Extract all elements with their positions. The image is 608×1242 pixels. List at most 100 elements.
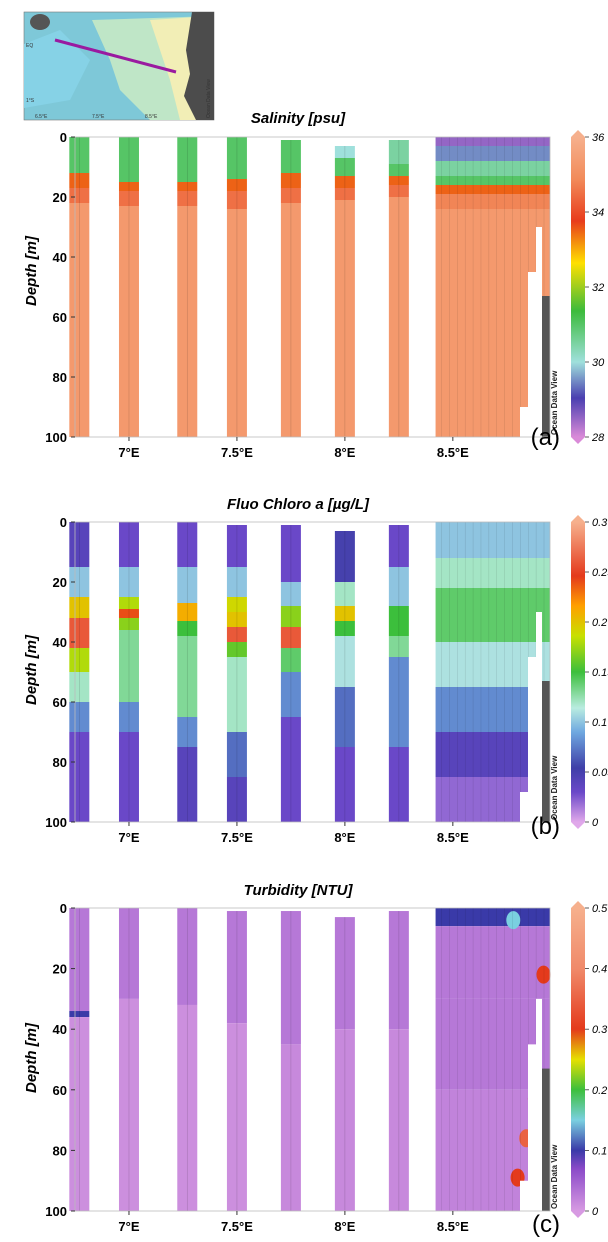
colorbar-tick-label: 36 <box>592 132 605 144</box>
profile-segment <box>334 158 355 176</box>
profile-segment <box>388 164 409 176</box>
profile-segment <box>334 917 355 1030</box>
profile-segment <box>226 597 247 612</box>
profile-segment <box>280 188 301 203</box>
colorbar-tick-label: 0.25 <box>592 567 608 579</box>
profile-segment <box>280 627 301 648</box>
y-tick-label: 60 <box>53 695 67 710</box>
profile-segment <box>226 567 247 597</box>
panel-salinity: Salinity [psu] Depth [m] Ocean Data View… <box>23 110 605 460</box>
profile-segment <box>388 197 409 437</box>
station-profile <box>226 137 247 437</box>
map-watermark: Ocean Data View <box>206 79 212 118</box>
y-tick-label: 100 <box>45 430 67 445</box>
x-tick-label: 8°E <box>334 445 355 460</box>
plot-frame <box>74 907 551 1212</box>
profile-segment <box>69 522 90 567</box>
odv-watermark: Ocean Data View <box>550 370 559 435</box>
profile-segment <box>118 908 139 999</box>
section-layer <box>435 146 550 161</box>
profile-segment <box>69 1017 90 1211</box>
plot-area: Ocean Data View <box>69 137 559 437</box>
panel-label: (b) <box>531 813 560 840</box>
profile-segment <box>334 621 355 636</box>
profile-segment <box>118 206 139 437</box>
colorbar-cap-top <box>571 901 585 908</box>
colorbar <box>571 908 585 1211</box>
panel-turbidity: Turbidity [NTU] Depth [m] Ocean Data Vie… <box>23 882 608 1238</box>
profile-segment <box>69 672 90 702</box>
profile-segment <box>118 702 139 732</box>
axis-ticks: 0 20 40 60 80 100 7°E 7.5°E 8°E 8.5°E <box>45 515 469 845</box>
profile-segment <box>118 998 139 1211</box>
profile-segment <box>177 621 198 636</box>
station-profile <box>334 531 355 822</box>
colorbar-tick-label: 0.5 <box>592 903 608 915</box>
plot-frame <box>74 136 551 438</box>
panel-title: Fluo Chloro a [µg/L] <box>227 496 370 513</box>
colorbar <box>571 137 585 437</box>
colorbar-tick-label: 0.1 <box>592 717 607 729</box>
colorbar-cap-top <box>571 515 585 522</box>
profile-segment <box>280 203 301 437</box>
x-tick-label: 8°E <box>334 1219 355 1234</box>
profile-segment <box>280 173 301 188</box>
profile-segment <box>388 525 409 567</box>
colorbar-tick-label: 0.2 <box>592 1085 607 1097</box>
panel-label: (a) <box>531 424 560 451</box>
station-profile <box>388 525 409 822</box>
profile-segment <box>226 732 247 777</box>
map-lon-85: 8.5°E <box>145 114 158 120</box>
profile-segment <box>226 179 247 191</box>
map-lon-75: 7.5°E <box>92 114 105 120</box>
profile-segment <box>118 597 139 609</box>
profile-segment <box>226 642 247 657</box>
colorbar-tick-label: 0.4 <box>592 964 607 976</box>
profile-segment <box>69 567 90 597</box>
colorbar-ticks: 0.3 0.25 0.2 0.15 0.1 0.05 0 <box>585 517 608 829</box>
y-tick-label: 0 <box>60 515 67 530</box>
profile-segment <box>334 687 355 747</box>
map-transect <box>54 38 177 74</box>
station-profile <box>118 522 139 822</box>
station-profile <box>280 525 301 822</box>
profile-segment <box>118 630 139 702</box>
station-profile <box>280 140 301 437</box>
profile-segment <box>280 582 301 606</box>
colorbar-tick-label: 0 <box>592 1206 599 1218</box>
profile-segment <box>388 657 409 747</box>
profile-segment <box>334 146 355 158</box>
profile-segment <box>118 609 139 618</box>
colorbar-ticks: 0.5 0.4 0.3 0.2 0.1 0 <box>585 903 608 1218</box>
profile-segment <box>388 185 409 197</box>
seafloor-blank <box>520 998 542 1211</box>
station-profile <box>388 140 409 437</box>
profile-segment <box>177 137 198 182</box>
land-bar <box>542 296 550 437</box>
colorbar-tick-label: 30 <box>592 357 605 369</box>
y-axis-label: Depth [m] <box>23 1022 40 1093</box>
profile-segment <box>388 140 409 164</box>
colorbar-cap-bottom <box>571 437 585 444</box>
seafloor-blank <box>520 612 542 822</box>
profile-segment <box>69 137 90 173</box>
station-profile <box>177 908 198 1211</box>
panel-chlorophyll: Fluo Chloro a [µg/L] Depth [m] Ocean Dat… <box>23 496 608 845</box>
profile-segment <box>118 522 139 567</box>
profile-segment <box>280 1044 301 1211</box>
odv-watermark: Ocean Data View <box>550 1144 559 1209</box>
map-lat-1s: 1°S <box>26 98 35 104</box>
section-layer <box>435 176 550 185</box>
profile-segment <box>334 200 355 437</box>
colorbar-tick-label: 0.05 <box>592 767 608 779</box>
y-tick-label: 0 <box>60 901 67 916</box>
station-profile <box>177 522 198 822</box>
y-tick-label: 40 <box>53 250 67 265</box>
y-tick-label: 40 <box>53 635 67 650</box>
y-axis-label: Depth [m] <box>23 235 40 306</box>
profile-segment <box>334 176 355 188</box>
map-lon-65: 6.5°E <box>35 114 48 120</box>
profile-segment <box>69 188 90 203</box>
